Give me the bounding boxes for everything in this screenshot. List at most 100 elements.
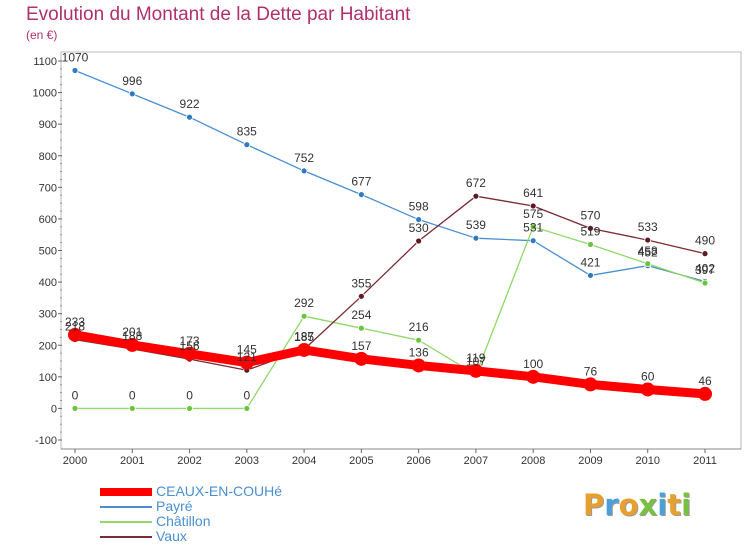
data-label: 641 [523,186,543,200]
chart-title: Evolution du Montant de la Dette par Hab… [26,4,411,25]
data-label: 996 [122,74,142,88]
data-label: 598 [409,200,429,214]
y-tick-label: 300 [39,309,57,321]
data-label: 0 [129,388,136,402]
series-line [74,195,706,371]
data-label: 145 [237,343,257,357]
y-tick-label: 1000 [33,88,57,100]
data-label: 531 [523,221,543,235]
logo-letter: i [681,488,692,522]
series-line [75,226,706,410]
data-point [698,386,712,401]
data-label: 46 [698,374,712,388]
data-label: 0 [186,388,193,402]
data-label: 575 [523,207,543,221]
data-point [71,405,79,412]
x-tick-label: 2000 [63,455,87,467]
data-label: 292 [294,296,314,310]
data-point [297,342,312,357]
data-point [68,327,82,342]
data-point [354,351,369,366]
y-tick-label: 900 [39,119,57,131]
data-point [186,405,193,412]
data-point [182,346,197,361]
data-point [128,90,136,98]
data-label: 672 [466,176,486,190]
data-label: 188 [122,329,142,343]
legend-item: Payré [100,499,282,514]
series-layer [68,67,712,412]
data-point [357,292,365,300]
x-tick-label: 2002 [177,455,201,467]
data-point [243,141,251,149]
y-tick-label: 1100 [33,56,57,68]
data-point [644,260,652,268]
data-label: 100 [523,357,543,371]
data-point [186,113,193,121]
x-tick-label: 2003 [235,455,259,467]
y-tick-label: 200 [39,340,57,352]
data-point [357,324,365,332]
data-point [583,377,598,392]
x-axis: 2000 2001 2002 2003 2004 2005 2006 2007 2008 2009… [63,449,717,467]
data-point [587,241,594,248]
data-point [125,337,140,352]
data-point [529,237,537,245]
legend-item: Châtillon [100,514,282,529]
data-point [644,236,652,244]
legend: CEAUX-EN-COUHé Payré Châtillon Vaux [100,484,282,544]
y-tick-label: 0 [51,403,57,415]
data-label: 402 [695,261,715,275]
data-label: 76 [584,364,598,378]
series-line [74,69,706,283]
logo-letter: r [604,488,619,522]
data-point [701,279,709,287]
series-ceaux-en-couh- [68,327,712,401]
data-label: 752 [294,151,314,165]
data-label: 185 [294,330,314,344]
data-label: 121 [237,350,257,364]
x-tick-label: 2005 [349,455,373,467]
data-point [587,224,594,232]
chart-unit: (en €) [26,28,58,42]
x-tick-label: 2006 [406,455,430,467]
data-point [701,250,709,258]
data-label: 187 [294,329,314,343]
data-label: 233 [65,315,85,329]
x-tick-label: 2004 [292,455,316,467]
legend-swatch [100,487,152,496]
data-label: 173 [180,334,200,348]
legend-item: CEAUX-EN-COUHé [100,484,282,499]
data-point [529,202,537,210]
data-point [640,382,655,397]
y-tick-label: -100 [35,435,57,447]
logo-letter: P [583,488,605,522]
data-label: 490 [695,234,715,248]
data-label: 397 [695,263,715,277]
data-point [357,191,365,198]
legend-label: Payré [156,498,193,514]
data-point [415,336,423,344]
data-point [71,67,79,74]
data-label: 458 [638,244,658,258]
data-label: 201 [122,325,142,339]
series-line [74,330,706,399]
data-point [300,167,308,175]
data-label: 107 [466,355,486,369]
data-label: 216 [409,320,429,334]
logo-letter: i [657,488,668,522]
data-label: 519 [580,224,600,238]
data-point [415,237,423,245]
data-label: 355 [351,276,371,290]
y-tick-label: 500 [39,246,57,258]
y-tick-label: 400 [39,277,57,289]
proxiti-logo: Proxiti [583,488,691,522]
data-point [128,405,136,412]
data-label: 0 [243,388,250,402]
data-point [587,272,594,279]
y-tick-label: 800 [39,151,57,163]
legend-item: Vaux [100,529,282,544]
